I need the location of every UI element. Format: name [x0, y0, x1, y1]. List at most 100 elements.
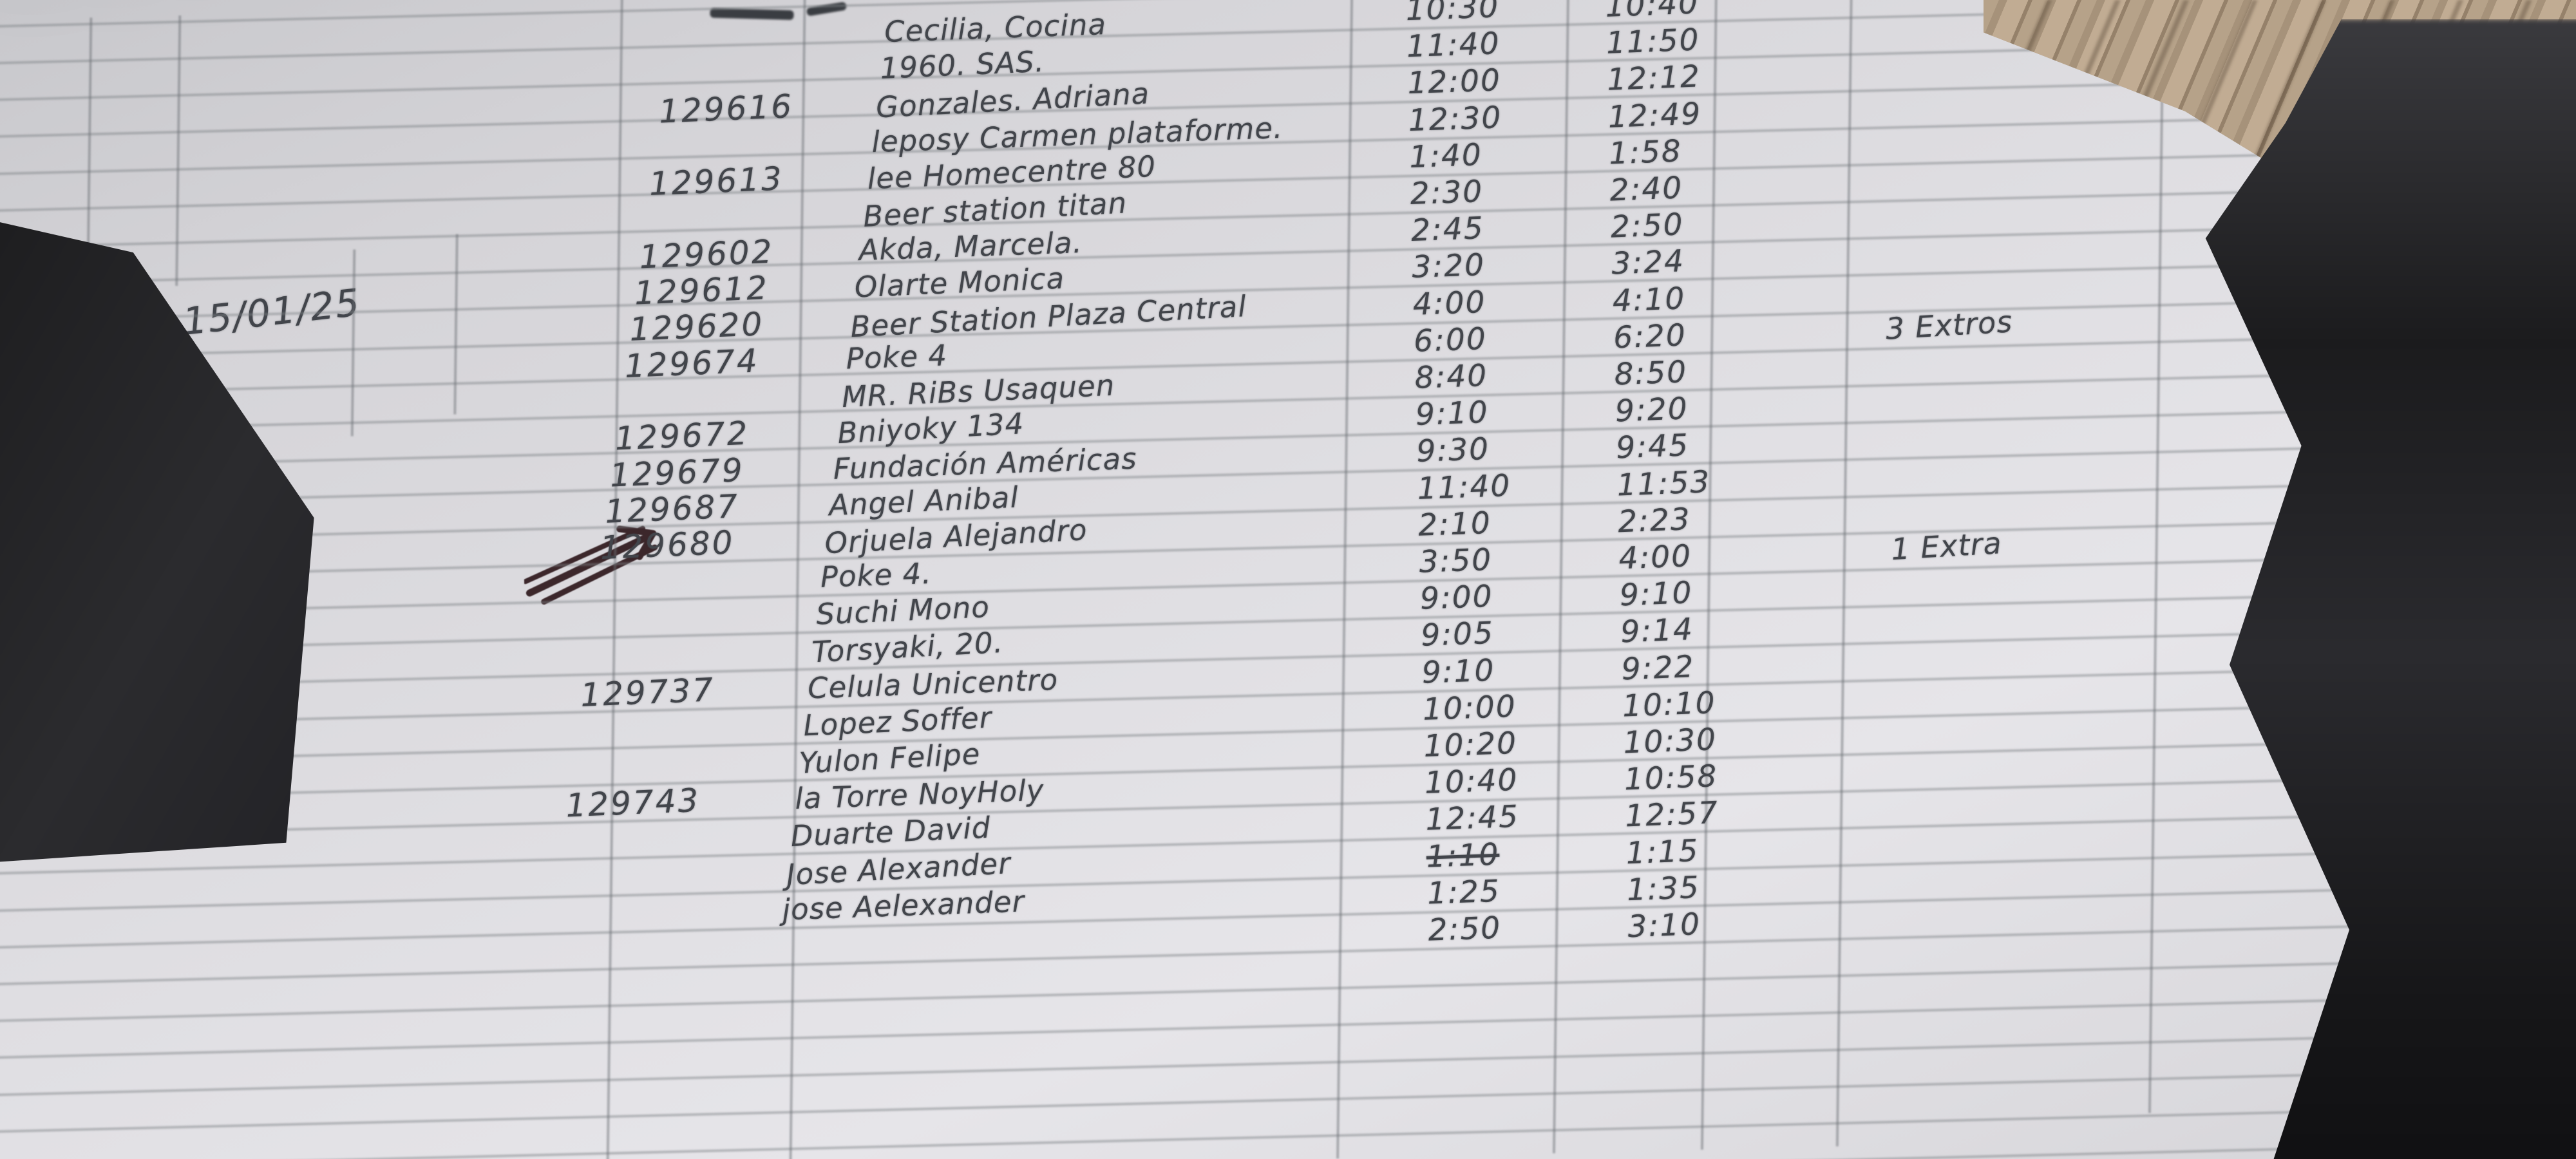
- ruled-line: [0, 252, 2576, 325]
- time-out: 10:20: [1423, 725, 1518, 764]
- order-id: 129680: [599, 523, 735, 567]
- order-id: 129737: [580, 670, 716, 714]
- client-name: Poke 4.: [820, 556, 933, 594]
- time-out: 1:25: [1426, 873, 1501, 912]
- ruled-line: [0, 730, 2576, 803]
- time-out: 2:50: [1427, 910, 1502, 948]
- ruled-line: [0, 1135, 2576, 1159]
- time-out: 9:30: [1416, 431, 1490, 470]
- client-name: Suchi Mono: [815, 590, 990, 632]
- ruled-line: [0, 620, 2576, 693]
- column-line: [2148, 0, 2165, 1113]
- time-in: 8:50: [1613, 354, 1689, 393]
- time-in: 4:00: [1618, 538, 1693, 577]
- order-id: 129743: [565, 781, 701, 825]
- extra-note: 3 Extros: [1884, 303, 2014, 346]
- time-in: 11:50: [1605, 22, 1701, 62]
- column-line: [350, 249, 356, 437]
- time-out: 9:00: [1419, 579, 1494, 617]
- time-in: 6:20: [1613, 317, 1687, 356]
- time-out: 2:45: [1410, 211, 1485, 249]
- ruled-line: [0, 768, 2576, 840]
- order-id: 129616: [658, 87, 795, 131]
- ruled-line: [0, 288, 2576, 361]
- time-in: 2:40: [1609, 170, 1684, 209]
- time-in: 9:45: [1615, 428, 1690, 466]
- time-in: 1:15: [1625, 833, 1700, 871]
- ruled-line: [0, 1062, 2576, 1135]
- time-out: 11:40: [1416, 467, 1512, 507]
- time-out: 12:00: [1406, 62, 1502, 102]
- column-line: [86, 17, 93, 276]
- ruled-line: [0, 988, 2576, 1061]
- ruled-line: [0, 473, 2576, 545]
- order-id: 129613: [648, 160, 784, 203]
- time-out: 10:30: [1405, 0, 1501, 28]
- cutoff-writing: [710, 8, 794, 21]
- time-in: 3:24: [1611, 243, 1685, 282]
- time-in: 10:40: [1604, 0, 1700, 24]
- ruled-line: [0, 178, 2576, 251]
- ruled-line: [0, 1025, 2576, 1098]
- client-name: 1960. SAS.: [879, 44, 1045, 86]
- time-out: 2:30: [1409, 174, 1484, 212]
- ruled-line: [0, 363, 2576, 435]
- time-in: 12:12: [1606, 59, 1701, 99]
- client-name: Akda, Marcela.: [858, 225, 1083, 267]
- time-out: 1:10: [1425, 836, 1501, 875]
- ruled-line: [0, 436, 2576, 509]
- ruled-line: [0, 399, 2576, 472]
- client-name: MR. RiBs Usaquen: [840, 368, 1116, 415]
- time-out: 9:10: [1415, 395, 1490, 433]
- ruled-line: [0, 141, 2576, 214]
- time-in: 1:35: [1626, 869, 1701, 909]
- time-in: 12:57: [1624, 795, 1719, 834]
- time-out: 10:00: [1422, 688, 1517, 728]
- ruled-line: [0, 804, 2576, 877]
- time-out: 4:00: [1412, 284, 1487, 323]
- time-in: 9:22: [1620, 648, 1696, 687]
- ruled-line: [0, 657, 2576, 730]
- ruled-line: [0, 509, 2576, 582]
- column-line: [1336, 0, 1354, 1159]
- time-out: 6:00: [1413, 321, 1488, 359]
- arrow-scribble: [522, 525, 658, 605]
- time-out: 11:40: [1406, 26, 1501, 65]
- order-id: 129674: [623, 342, 760, 385]
- time-in: 9:14: [1620, 612, 1694, 650]
- time-in: 12:49: [1607, 95, 1703, 135]
- ruled-line: [0, 215, 2576, 288]
- time-out: 3:20: [1411, 247, 1486, 286]
- ruled-line: [0, 952, 2576, 1024]
- order-id: 129672: [614, 415, 750, 458]
- ruled-line: [0, 325, 2576, 398]
- time-in: 10:10: [1622, 684, 1717, 724]
- time-out: 2:10: [1417, 505, 1492, 543]
- time-in: 11:53: [1616, 464, 1712, 504]
- time-in: 9:10: [1618, 575, 1694, 614]
- ruled-line: [0, 547, 2576, 619]
- time-in: 9:20: [1614, 391, 1689, 429]
- time-out: 12:45: [1425, 799, 1520, 838]
- ruled-line: [0, 841, 2576, 914]
- column-line: [453, 234, 459, 415]
- time-in: 10:30: [1622, 721, 1718, 761]
- extra-note: 1 Extra: [1889, 525, 2003, 567]
- ruled-line: [0, 878, 2576, 950]
- time-in: 10:58: [1623, 759, 1719, 798]
- time-out: 3:50: [1418, 542, 1493, 580]
- time-in: 1:58: [1608, 133, 1683, 172]
- column-line: [789, 0, 807, 1159]
- time-in: 3:10: [1627, 906, 1702, 945]
- time-in: 2:50: [1609, 207, 1685, 245]
- client-name: Poke 4: [845, 337, 948, 376]
- time-out: 12:30: [1407, 99, 1503, 138]
- time-out: 1:40: [1408, 137, 1483, 175]
- time-out: 8:40: [1414, 357, 1489, 396]
- ruled-line: [0, 914, 2576, 987]
- time-out: 9:10: [1421, 652, 1496, 691]
- time-in: 2:23: [1617, 501, 1692, 540]
- time-out: 9:05: [1420, 616, 1495, 654]
